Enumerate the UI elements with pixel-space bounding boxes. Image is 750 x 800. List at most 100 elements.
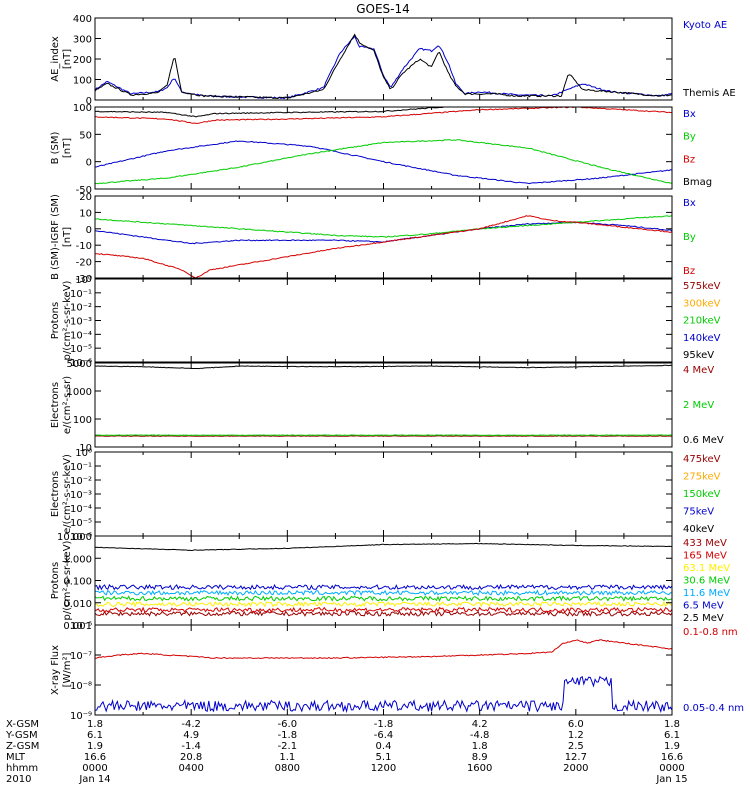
legend-kyoto-ae: Kyoto AE (683, 20, 727, 31)
footer-value: -4.8 (470, 730, 490, 741)
legend-575kev: 575keV (683, 281, 721, 292)
y-axis-label: Protons (50, 562, 61, 599)
y-axis-label: Electrons (50, 471, 61, 517)
panel-frame (94, 17, 673, 101)
y-axis-unit: [W/m²] (62, 652, 73, 687)
panel-electrons1: 10 100 1000 5000 Electrons e/(cm²-s-sr) 4 MeV 2… (50, 359, 724, 454)
legend-433-mev: 433 MeV (683, 538, 727, 549)
footer-label: Z-GSM (6, 741, 39, 752)
footer-value: 4.2 (472, 719, 488, 730)
y-tick-label: 10⁻³ (70, 490, 92, 501)
y-tick-label: 10⁻⁷ (70, 651, 92, 662)
legend-475kev: 475keV (683, 454, 721, 465)
footer-value: 1.1 (279, 752, 295, 763)
footer-value: 1600 (467, 763, 492, 774)
footer-value: Jan 14 (78, 774, 110, 785)
figure-title: GOES-14 (356, 2, 410, 16)
y-tick-label: -10 (76, 241, 92, 252)
y-tick-label: 400 (73, 14, 92, 25)
series-protons2-63-1-mev (95, 600, 672, 608)
footer-value: 0400 (178, 763, 203, 774)
y-tick-label: 10⁻⁶ (70, 621, 92, 632)
footer-value: 1.8 (87, 719, 103, 730)
legend-bz: Bz (683, 266, 695, 277)
legend-4-mev: 4 MeV (683, 365, 714, 376)
y-tick-label: 10⁻⁴ (70, 330, 92, 341)
footer-value: 6.0 (568, 719, 584, 730)
y-tick-label: 200 (73, 55, 92, 66)
y-tick-label: 100 (73, 76, 92, 87)
legend-6-5-mev: 6.5 MeV (683, 601, 724, 612)
series-protons2-2-5-mev (95, 542, 672, 552)
plot-area (95, 364, 672, 437)
series-electrons1-2-mev (95, 434, 672, 436)
footer-value: -1.8 (278, 730, 298, 741)
y-tick-label: 100 (73, 415, 92, 426)
panel-frame (94, 451, 673, 537)
y-tick-label: 50 (79, 130, 92, 141)
footer-value: -2.1 (278, 741, 298, 752)
y-tick-label: -50 (76, 185, 92, 196)
footer-value: 1.9 (87, 741, 103, 752)
y-tick-label: 10⁻⁵ (70, 344, 92, 355)
y-axis-unit: e/(cm²-s-sr) (62, 376, 73, 434)
legend-0-05-0-4-nm: 0.05-0.4 nm (683, 703, 744, 714)
panel-ae: 0 100 200 300 400 AE_index [nT] Kyoto AE Themis … (50, 14, 736, 107)
footer-value: -6.0 (278, 719, 298, 730)
legend-150kev: 150keV (683, 489, 721, 500)
panel-bsm: -50 0 50 100 B (SM) [nT] Bx By Bz Bmag (50, 103, 712, 196)
y-tick-label: 10 (79, 443, 92, 454)
series-bsm-bz (95, 107, 672, 124)
panel-xray: 10⁻⁹ 10⁻⁸ 10⁻⁷ 10⁻⁶ X-ray Flux [W/m²] 0.1-0.8 … (50, 621, 744, 722)
series-bsm-by (95, 139, 672, 185)
y-tick-label: 10⁻⁸ (70, 681, 92, 692)
footer-value: 1.8 (472, 741, 488, 752)
legend-bz: Bz (683, 154, 695, 165)
legend-95kev: 95keV (683, 350, 714, 361)
footer-value: 1200 (371, 763, 396, 774)
legend-40kev: 40keV (683, 524, 714, 535)
y-tick-label: 10⁻⁶ (70, 532, 92, 543)
y-tick-label: 10⁻⁹ (70, 711, 92, 722)
footer-value: 20.8 (180, 752, 202, 763)
y-tick-label: -20 (76, 258, 92, 269)
y-axis-label: X-ray Flux (50, 645, 61, 695)
legend-bx: Bx (683, 198, 696, 209)
footer-value: -4.2 (181, 719, 201, 730)
series-protons2-30-6-mev (95, 595, 672, 602)
series-xray-0-05-0-4-nm (95, 675, 672, 714)
y-axis-unit: [nT] (62, 49, 73, 69)
panel-protons1: 10⁻⁶ 10⁻⁵ 10⁻⁴ 10⁻³ 10⁻² 10⁻¹ 10⁰ Protons p/(cm²… (50, 275, 721, 369)
y-tick-label: 20 (79, 192, 92, 203)
legend-30-6-mev: 30.6 MeV (683, 576, 730, 587)
footer-label: MLT (6, 752, 26, 763)
footer-value: 1.9 (664, 741, 680, 752)
y-tick-label: 10⁻¹ (70, 289, 92, 300)
y-tick-label: 10⁻² (70, 476, 92, 487)
footer-value: -1.8 (374, 719, 394, 730)
y-tick-label: 10⁻⁶ (70, 358, 92, 369)
legend-0-6-mev: 0.6 MeV (683, 435, 724, 446)
series-bsm-bx (95, 140, 672, 185)
y-axis-unit: [nT] (62, 138, 73, 158)
y-tick-label: 10⁰ (75, 275, 92, 286)
series-protons2-165-mev (95, 606, 672, 614)
series-protons2-433-mev (95, 610, 672, 617)
y-tick-label: 0.001 (63, 621, 92, 632)
legend-by: By (683, 232, 696, 243)
series-protons2-6-5-mev (95, 583, 672, 591)
y-tick-label: 0.010 (63, 599, 92, 610)
footer-value: 0800 (275, 763, 300, 774)
y-tick-label: 0 (86, 158, 92, 169)
legend-11-6-mev: 11.6 MeV (683, 588, 730, 599)
panel-bsmigrf: -30 -20 -10 0 10 20 B (SM)-IGRF (SM) [nT] Bx By Bz (50, 192, 696, 285)
y-tick-label: 1000 (67, 387, 92, 398)
footer-value: 1.8 (664, 719, 680, 730)
footer-value: 4.9 (183, 730, 199, 741)
footer-value: Jan 15 (655, 774, 687, 785)
y-tick-label: 10 (79, 208, 92, 219)
y-tick-label: -30 (76, 274, 92, 285)
footer-label: Y-GSM (5, 730, 38, 741)
legend-275kev: 275keV (683, 472, 721, 483)
series-bsmigrf-by (95, 215, 672, 238)
